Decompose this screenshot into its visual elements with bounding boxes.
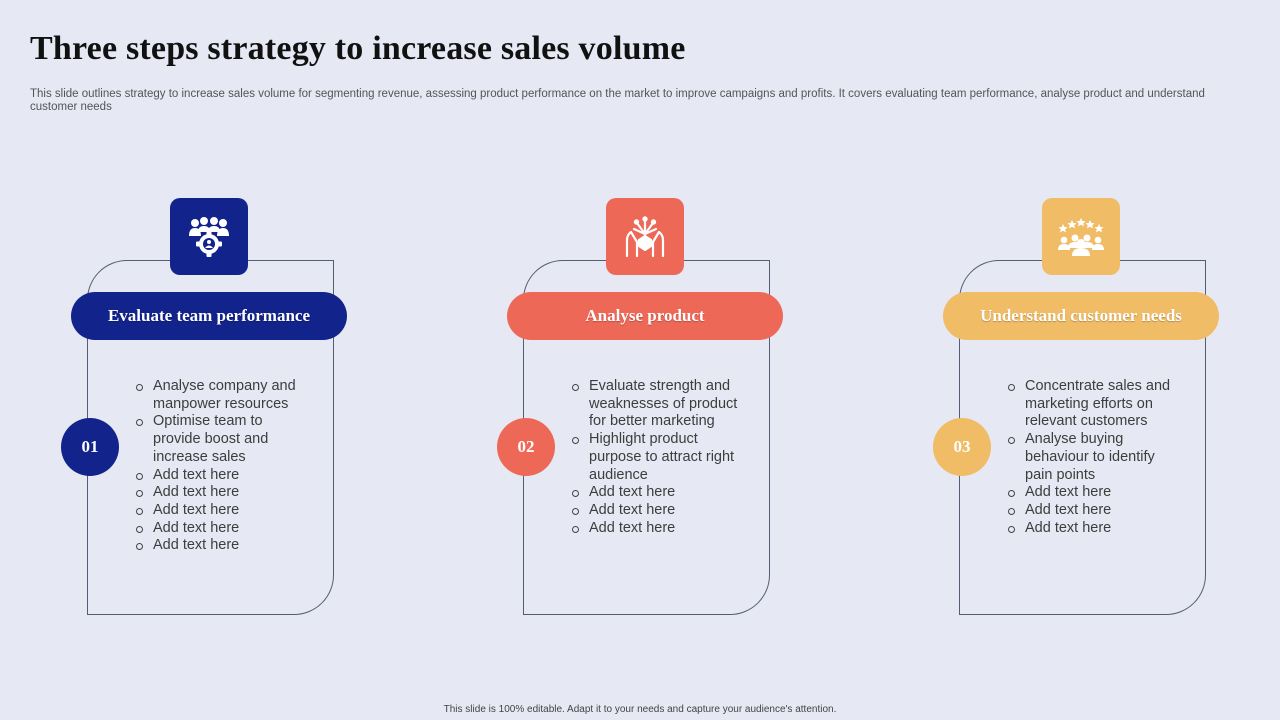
list-item: Concentrate sales and marketing efforts … — [1007, 378, 1182, 431]
list-item: Add text here — [571, 484, 746, 502]
step-card-1: Evaluate team performance 01 Analyse com… — [61, 198, 391, 618]
footer-note: This slide is 100% editable. Adapt it to… — [443, 704, 837, 715]
list-item: Optimise team to provide boost and incre… — [135, 413, 310, 466]
list-item: Add text here — [135, 537, 310, 555]
customer-rating-icon — [1042, 198, 1120, 275]
list-item: Analyse buying behaviour to identify pai… — [1007, 431, 1182, 484]
list-item: Add text here — [571, 502, 746, 520]
hands-box-icon — [606, 198, 684, 275]
list-item: Add text here — [1007, 484, 1182, 502]
step-heading: Understand customer needs — [943, 292, 1219, 340]
step-bullet-list: Evaluate strength and weaknesses of prod… — [571, 378, 746, 537]
step-bullet-list: Analyse company and manpower resources O… — [135, 378, 310, 555]
page-subtitle: This slide outlines strategy to increase… — [30, 88, 1205, 113]
step-number-badge: 02 — [497, 418, 555, 476]
step-bullet-list: Concentrate sales and marketing efforts … — [1007, 378, 1182, 537]
step-heading: Evaluate team performance — [71, 292, 347, 340]
list-item: Add text here — [135, 520, 310, 538]
list-item: Add text here — [1007, 502, 1182, 520]
step-number-badge: 03 — [933, 418, 991, 476]
step-card-2: Analyse product 02 Evaluate strength and… — [497, 198, 827, 618]
team-gear-icon — [170, 198, 248, 275]
list-item: Add text here — [571, 520, 746, 538]
list-item: Add text here — [135, 484, 310, 502]
step-card-3: Understand customer needs 03 Concentrate… — [933, 198, 1263, 618]
step-heading: Analyse product — [507, 292, 783, 340]
page-title: Three steps strategy to increase sales v… — [30, 30, 686, 67]
list-item: Add text here — [1007, 520, 1182, 538]
list-item: Evaluate strength and weaknesses of prod… — [571, 378, 746, 431]
step-number-badge: 01 — [61, 418, 119, 476]
list-item: Add text here — [135, 502, 310, 520]
list-item: Add text here — [135, 467, 310, 485]
list-item: Analyse company and manpower resources — [135, 378, 310, 413]
list-item: Highlight product purpose to attract rig… — [571, 431, 746, 484]
